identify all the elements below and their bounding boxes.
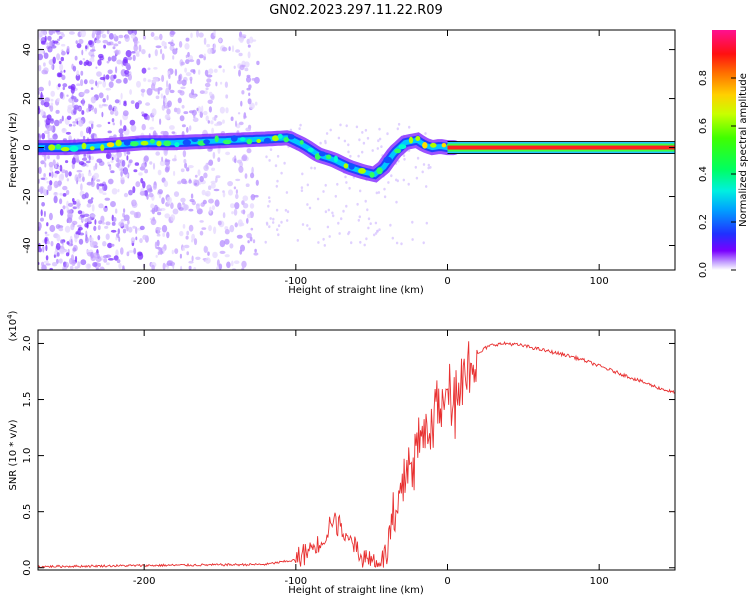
snr-plot-area <box>38 340 675 569</box>
snr-series-line <box>38 340 675 569</box>
y-tick-label: 1.5 <box>22 392 33 408</box>
snr-frame <box>37 329 676 571</box>
y-tick-label: -20 <box>22 188 33 204</box>
snr-x-axis-label: Height of straight line (km) <box>288 585 424 596</box>
spectrogram-y-axis-label: Frequency (Hz) <box>8 112 19 188</box>
y-tick-label: 0 <box>22 144 33 150</box>
y-tick-label: 0.0 <box>22 560 33 576</box>
y-tick-label: 0.5 <box>22 504 33 520</box>
colorbar-tick-label: 0.2 <box>698 214 709 230</box>
y-tick-label: 2.0 <box>22 336 33 352</box>
colorbar: 0.0 0.2 0.4 0.6 0.8 Normalized spectral ampl… <box>698 30 749 278</box>
y-tick-label: 1.0 <box>22 448 33 464</box>
y-tick-label: -40 <box>22 237 33 253</box>
x-tick-label: -200 <box>133 276 156 287</box>
x-tick-label: 0 <box>444 576 450 587</box>
colorbar-tick-label: 0.8 <box>698 70 709 86</box>
x-tick-label: 100 <box>590 576 609 587</box>
colorbar-tick-label: 0.4 <box>698 166 709 182</box>
snr-panel: -200 -100 0 100 0.0 0.5 1.0 1.5 2.0 Height of st… <box>6 310 676 596</box>
colorbar-ticks: 0.0 0.2 0.4 0.6 0.8 <box>698 70 736 278</box>
x-tick-label: -200 <box>133 576 156 587</box>
snr-y-multiplier: (x104) <box>6 310 19 341</box>
snr-ticks: -200 -100 0 100 0.0 0.5 1.0 1.5 2.0 <box>22 330 675 587</box>
y-tick-label: 40 <box>22 43 33 56</box>
x-tick-label: -100 <box>284 576 307 587</box>
spectrogram-x-axis-label: Height of straight line (km) <box>288 285 424 296</box>
x-tick-label: -100 <box>284 276 307 287</box>
x-tick-label: 100 <box>590 276 609 287</box>
y-tick-label: 20 <box>22 92 33 105</box>
colorbar-tick-label: 0.0 <box>698 262 709 278</box>
colorbar-label: Normalized spectral amplitude <box>738 73 749 227</box>
colorbar-gradient <box>712 30 736 270</box>
colorbar-tick-label: 0.6 <box>698 118 709 134</box>
x-tick-label: 0 <box>444 276 450 287</box>
snr-y-axis-label: SNR (10 * v/v) <box>8 419 19 490</box>
spectrogram-frame <box>37 29 676 271</box>
figure-title: GN02.2023.297.11.22.R09 <box>269 3 443 18</box>
spectral-ridge <box>38 130 675 183</box>
